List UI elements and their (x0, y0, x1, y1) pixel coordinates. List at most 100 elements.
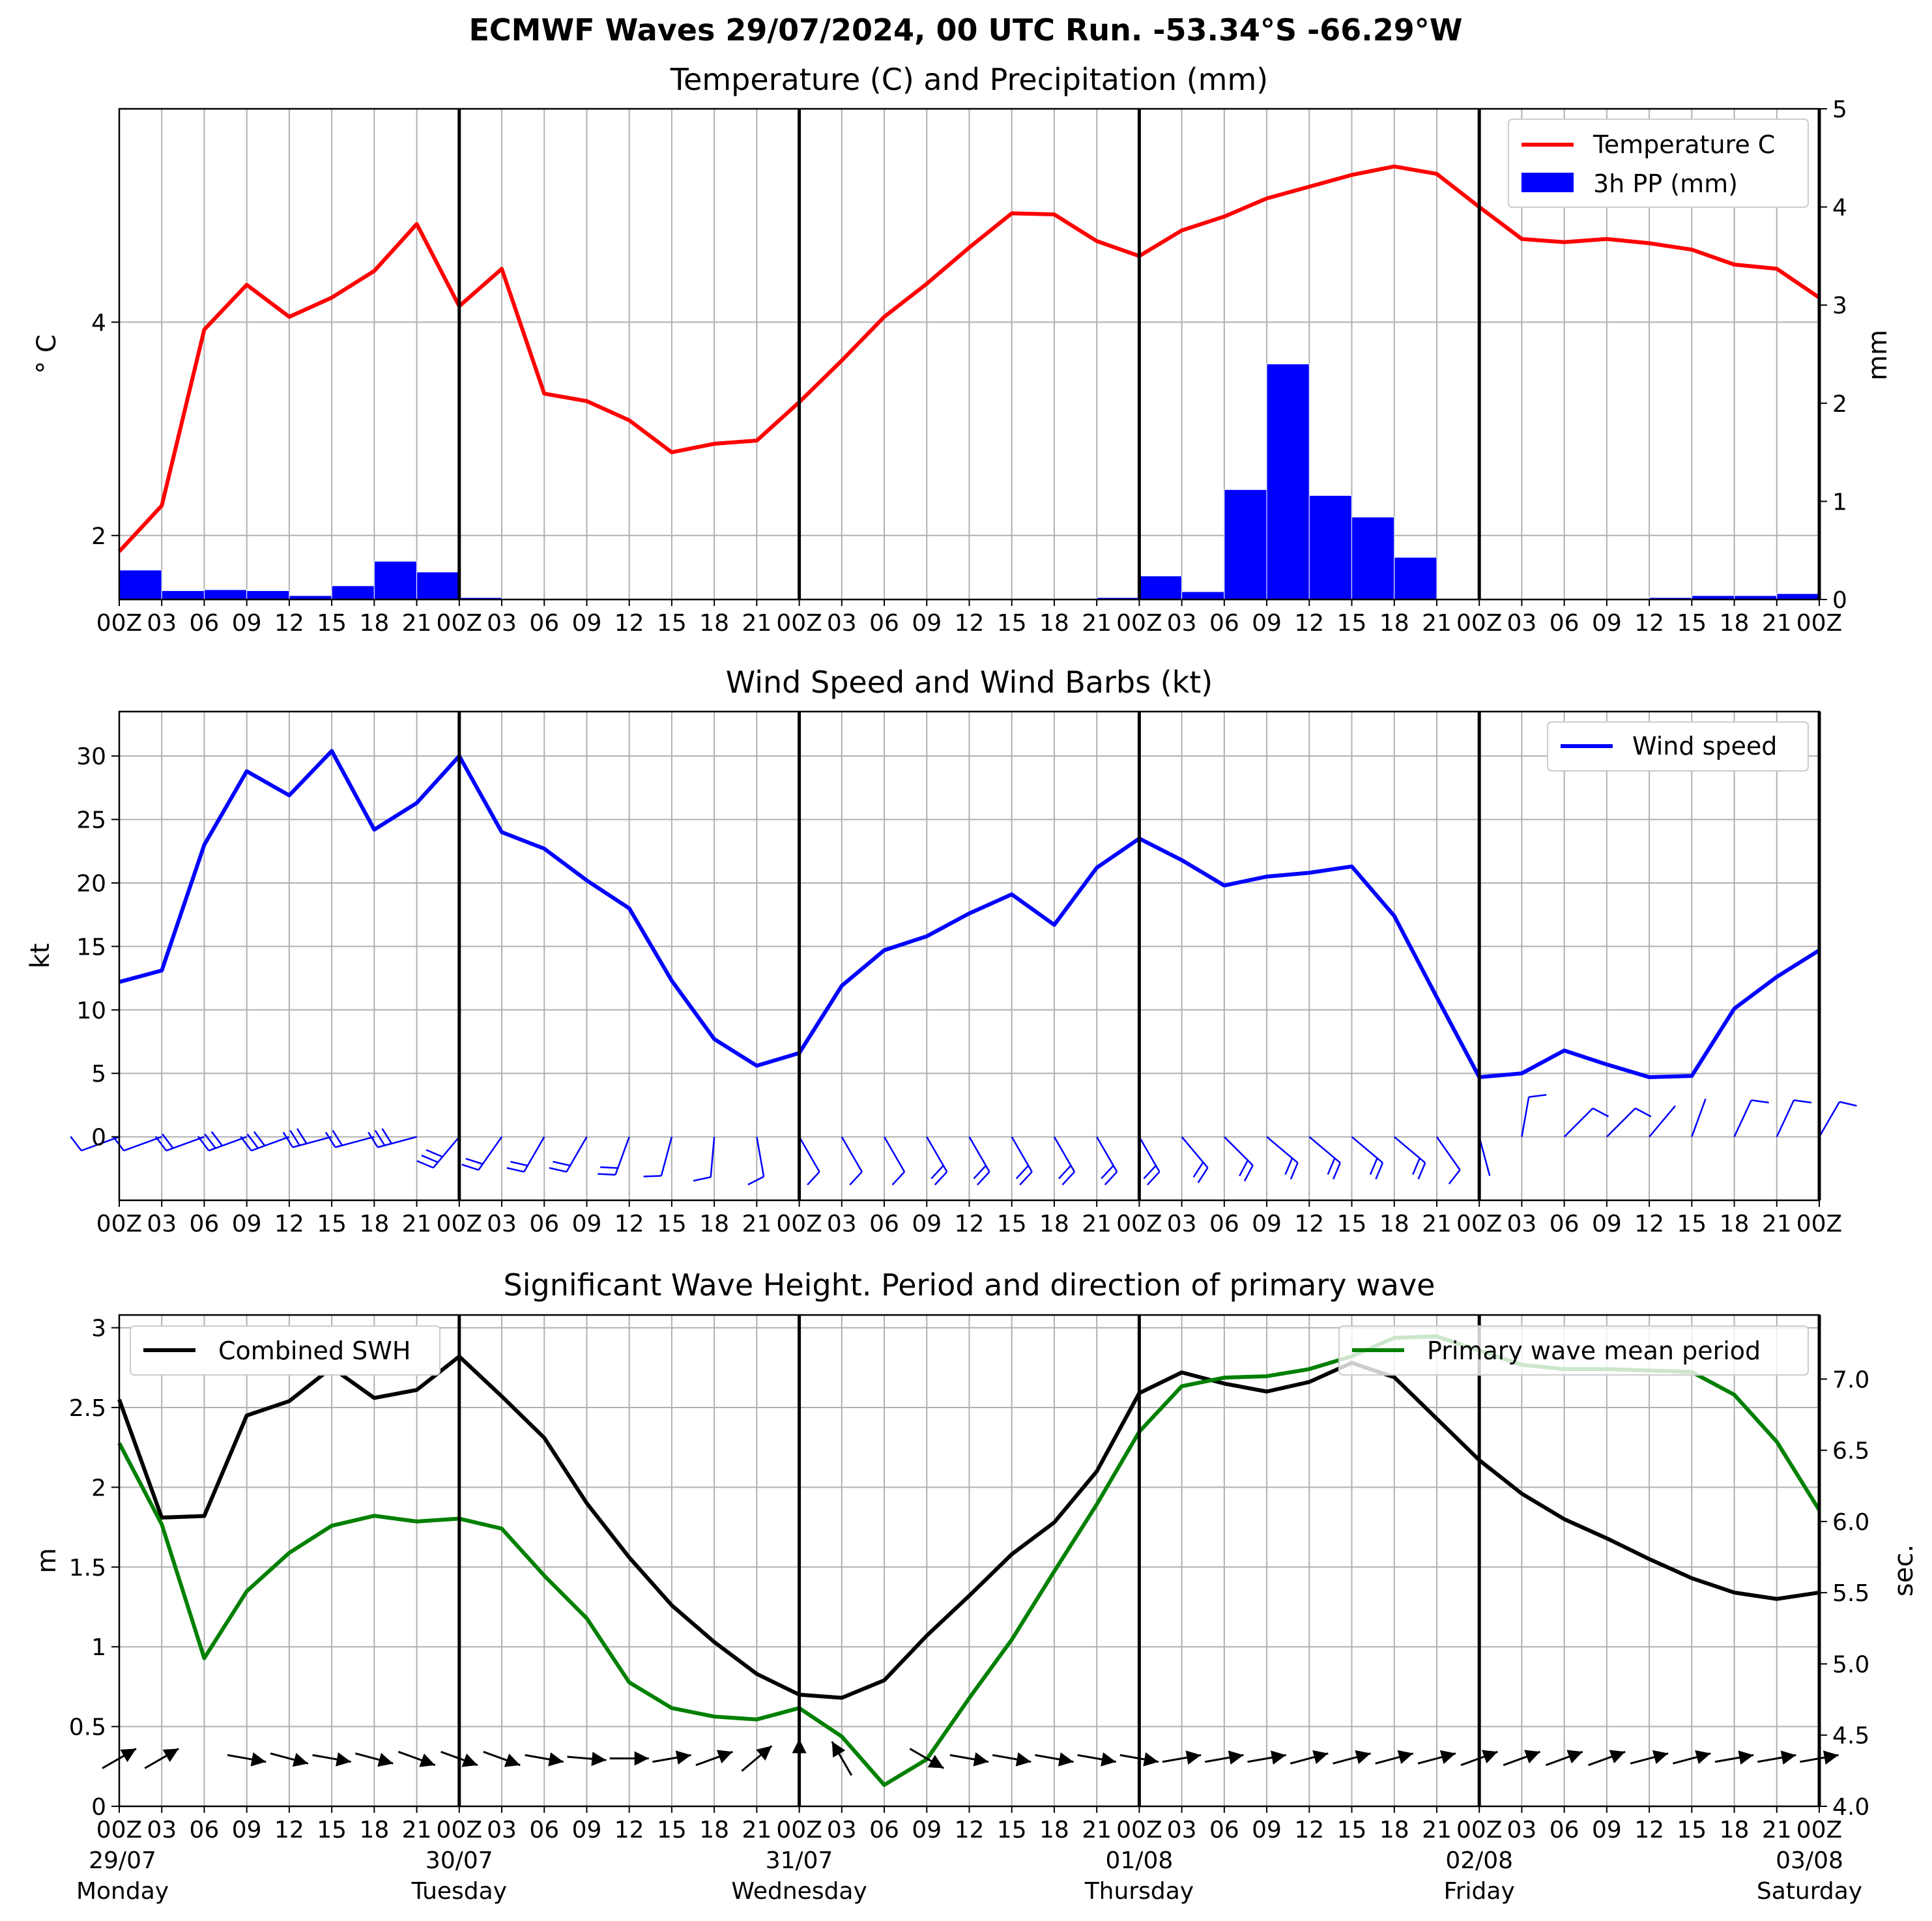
wind-barb-flag (461, 1163, 479, 1171)
y-tick-label: 1 (91, 1634, 106, 1661)
wind-barb-flag (253, 1131, 266, 1147)
wind-barb-flag (162, 1133, 174, 1149)
x-tick-label: 00Z (1456, 1817, 1502, 1843)
x-tick-label: 09 (572, 610, 602, 637)
wind-barb-flag (934, 1171, 948, 1186)
wind-barb (1266, 1136, 1299, 1179)
x-tick-label: 03 (1167, 1817, 1197, 1843)
wind-barb (598, 1136, 630, 1176)
day-date-label: 01/08 (1106, 1847, 1174, 1874)
wind-barb-flag (1417, 1162, 1426, 1179)
wind-barb (1435, 1136, 1461, 1185)
wind-barb-flag (1839, 1101, 1857, 1107)
x-tick-label: 15 (1677, 610, 1707, 637)
x-tick-label: 09 (1252, 1211, 1282, 1237)
x-tick-label: 03 (827, 610, 857, 637)
wave-arrow (1375, 1750, 1414, 1765)
x-tick-label: 18 (1379, 610, 1409, 637)
wind-barb-staff (883, 1136, 906, 1172)
y-axis-label: m (32, 1548, 62, 1574)
y-tick-label: 0 (91, 1794, 106, 1821)
legend-box (1508, 119, 1809, 208)
wave-arrow-head (1609, 1750, 1626, 1764)
x-tick-label: 06 (190, 610, 220, 637)
day-date-label: 30/07 (425, 1847, 493, 1874)
wind-barb-flag (891, 1171, 905, 1186)
x-tick-label: 00Z (437, 1211, 482, 1237)
wave-arrow-head (1271, 1750, 1286, 1765)
x-tick-label: 09 (572, 1211, 602, 1237)
x-tick-label: 21 (742, 1211, 771, 1237)
day-date-label: 29/07 (89, 1847, 156, 1874)
wind-barb-staff (1053, 1136, 1076, 1172)
y-right-tick-label: 6.5 (1832, 1438, 1869, 1465)
day-date-label: 03/08 (1776, 1847, 1843, 1874)
x-tick-label: 15 (657, 1211, 687, 1237)
wind-barb (1096, 1136, 1118, 1186)
y-tick-label: 4 (91, 310, 106, 336)
wind-barb (1733, 1099, 1769, 1138)
x-tick-label: 12 (955, 1817, 985, 1843)
wind-barb-staff (208, 1136, 248, 1151)
wind-barb (1521, 1093, 1547, 1137)
wind-barb-staff (710, 1136, 715, 1177)
x-tick-label: 06 (529, 1211, 559, 1237)
wind-barb (1138, 1136, 1161, 1186)
wind-barb (324, 1130, 375, 1148)
precip-bar (1266, 364, 1310, 600)
day-date-label: 31/07 (766, 1847, 833, 1874)
wind-barb-flag (289, 1130, 300, 1146)
x-tick-label: 09 (912, 610, 942, 637)
wind-barb-staff (841, 1136, 863, 1172)
wave-arrow-head (1823, 1750, 1839, 1765)
x-tick-label: 06 (869, 1211, 899, 1237)
wave-arrow-head (756, 1746, 772, 1761)
wave-arrow-head (1185, 1750, 1202, 1765)
x-tick-label: 03 (1167, 1211, 1197, 1237)
legend-label-temperature: Temperature C (1593, 130, 1775, 159)
x-tick-label: 21 (742, 1817, 771, 1843)
wind-barb-flag (549, 1167, 567, 1173)
wave-arrow (1714, 1750, 1754, 1765)
wave-arrow-head (162, 1748, 179, 1763)
x-tick-label: 03 (827, 1211, 857, 1237)
wave-arrow-head (1695, 1750, 1711, 1765)
y-axis-label: ° C (32, 334, 62, 374)
wind-barb-flag (1143, 1164, 1157, 1179)
precip-bar (1181, 591, 1225, 600)
x-tick-label: 00Z (1796, 610, 1842, 637)
wind-barb (883, 1136, 906, 1186)
x-tick-label: 06 (869, 1817, 899, 1843)
x-tick-label: 09 (232, 1817, 262, 1843)
wind-barb-flag (807, 1171, 820, 1186)
legend-box-period (1338, 1325, 1809, 1376)
x-tick-label: 09 (572, 1817, 602, 1843)
wave-arrow-head (1312, 1750, 1329, 1765)
x-tick-label: 09 (1592, 610, 1622, 637)
x-tick-label: 15 (657, 1817, 687, 1843)
x-tick-label: 21 (1762, 610, 1792, 637)
wave-arrow (483, 1750, 521, 1767)
precip-bar (161, 590, 205, 600)
day-weekday-label: Tuesday (411, 1878, 507, 1905)
wave-arrow-head (1524, 1750, 1540, 1764)
wind-barb-staff (1606, 1107, 1636, 1138)
day-weekday-label: Wednesday (731, 1878, 867, 1905)
x-tick-label: 15 (317, 1817, 347, 1843)
x-tick-label: 18 (1379, 1211, 1409, 1237)
wave-arrow (1247, 1750, 1286, 1765)
x-tick-label: 15 (997, 1817, 1027, 1843)
wind-barb-staff (478, 1136, 503, 1171)
x-tick-label: 15 (1337, 610, 1367, 637)
wind-barb (282, 1128, 332, 1148)
wind-barb-staff (1691, 1098, 1707, 1138)
wind-barb-flag (368, 1131, 379, 1148)
wave-arrow-head (1015, 1752, 1031, 1767)
x-tick-label: 18 (1379, 1817, 1409, 1843)
x-tick-label: 12 (614, 1211, 644, 1237)
wind-barb-flag (425, 1149, 443, 1158)
wave-arrow-head (1780, 1750, 1796, 1765)
x-tick-label: 06 (869, 610, 899, 637)
wind-barb (1818, 1101, 1857, 1138)
x-tick-label: 00Z (1456, 1211, 1502, 1237)
